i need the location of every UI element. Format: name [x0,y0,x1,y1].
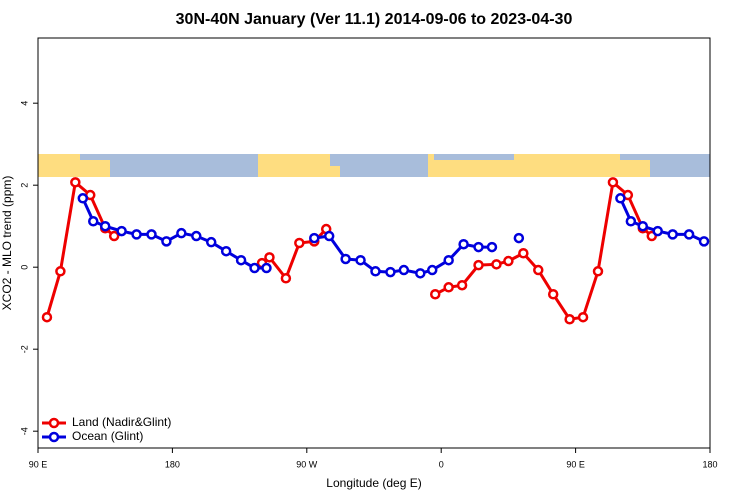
x-tick-label: 90 E [566,459,585,469]
point [309,232,320,244]
point [205,236,217,248]
point [385,266,396,278]
x-tick-label: 90 W [296,459,318,469]
point [607,177,619,188]
x-tick-label: 0 [439,459,444,469]
point [429,289,441,300]
point [161,236,172,247]
series-line [81,197,705,275]
point [443,282,454,293]
legend-marker [48,417,60,429]
point [577,311,589,323]
point [355,254,366,266]
point [323,230,335,242]
point [370,266,381,277]
point [491,259,502,270]
point [456,279,468,291]
point [513,232,525,244]
point [637,220,649,232]
x-axis-label: Longitude (deg E) [326,476,421,490]
point [415,268,426,279]
legend-label: Ocean (Glint) [72,429,143,443]
point [426,264,438,276]
point [486,241,498,253]
point [146,229,157,240]
point [625,216,637,227]
y-tick-label: -4 [19,427,29,435]
series-line [45,179,653,321]
point [264,252,275,263]
point [652,225,663,237]
point [564,314,575,325]
point [503,255,514,267]
y-tick-label: 2 [19,183,29,188]
map-strip [38,154,710,177]
point [176,227,187,239]
y-tick-label: 4 [19,101,29,106]
legend-marker [48,431,60,443]
plot-frame [37,37,711,449]
point [518,248,529,259]
point [108,230,120,242]
point [398,264,410,276]
point [77,193,89,204]
point [473,259,484,271]
y-axis-label: XCO2 - MLO trend (ppm) [0,176,14,311]
point [99,220,111,232]
point [615,193,626,204]
point [473,241,484,253]
point [88,216,99,227]
point [55,266,66,277]
legend-label: Land (Nadir&Glint) [72,415,171,429]
chart-title: 30N-40N January (Ver 11.1) 2014-09-06 to… [176,11,573,28]
point [458,238,469,250]
point [280,273,292,284]
point [191,230,202,242]
point [294,237,305,249]
point [116,225,127,237]
point [41,311,53,323]
point [698,236,710,247]
x-tick-label: 180 [702,459,717,469]
point [667,229,678,240]
point [533,264,544,276]
point [220,245,232,257]
point [592,266,604,277]
x-tick-label: 180 [165,459,180,469]
point [547,289,559,300]
point [249,262,260,274]
point [683,229,695,240]
point [70,177,81,188]
y-tick-label: 0 [19,265,29,270]
point [235,254,247,266]
point [443,254,454,266]
point [261,262,272,274]
point [340,253,351,265]
point [131,229,142,240]
y-tick-label: -2 [19,345,29,353]
x-tick-label: 90 E [29,459,48,469]
